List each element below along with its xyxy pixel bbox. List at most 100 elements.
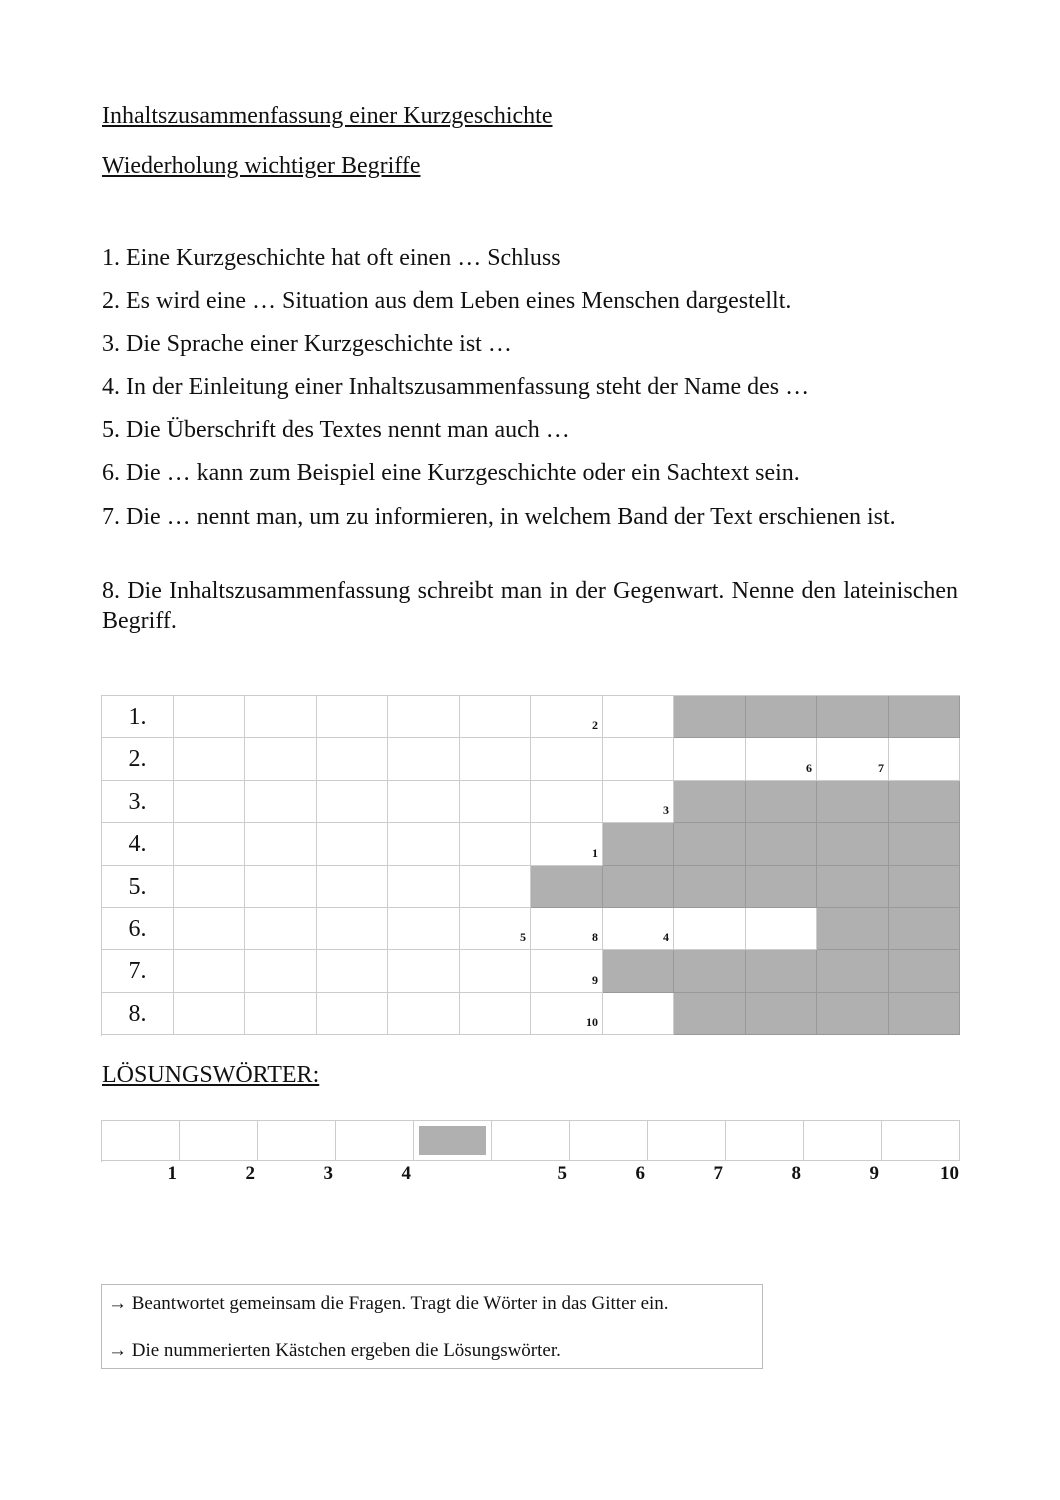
grid-cell-blocked[interactable] — [746, 950, 817, 993]
grid-cell-blocked[interactable] — [817, 823, 889, 866]
grid-row-label: 2. — [102, 738, 174, 781]
grid-cell[interactable] — [388, 780, 460, 824]
grid-cell[interactable] — [603, 992, 674, 1036]
solution-cell[interactable] — [492, 1121, 570, 1161]
grid-cell[interactable] — [174, 908, 245, 951]
grid-cell-blocked[interactable] — [674, 780, 746, 824]
solution-cell[interactable] — [648, 1121, 726, 1161]
grid-cell[interactable] — [174, 823, 245, 866]
solution-cell[interactable] — [882, 1121, 960, 1161]
grid-cell-blocked[interactable] — [531, 865, 603, 908]
grid-cell[interactable] — [531, 780, 603, 824]
solution-cell[interactable] — [258, 1121, 336, 1161]
solution-cell[interactable] — [180, 1121, 258, 1161]
grid-cell-blocked[interactable] — [817, 865, 889, 908]
grid-cell[interactable]: 2 — [531, 696, 603, 739]
grid-cell[interactable] — [388, 738, 460, 781]
grid-cell[interactable] — [317, 780, 388, 824]
grid-cell-blocked[interactable] — [889, 780, 960, 824]
grid-cell[interactable] — [174, 865, 245, 908]
grid-cell[interactable]: 5 — [460, 908, 531, 951]
grid-cell[interactable] — [460, 992, 531, 1036]
grid-cell[interactable] — [245, 823, 317, 866]
grid-cell[interactable] — [317, 738, 388, 781]
grid-cell[interactable] — [317, 865, 388, 908]
solution-cell[interactable] — [102, 1121, 180, 1161]
grid-cell[interactable]: 3 — [603, 780, 674, 824]
grid-cell[interactable] — [174, 738, 245, 781]
grid-cell[interactable]: 6 — [746, 738, 817, 781]
grid-cell[interactable] — [388, 696, 460, 739]
grid-cell-blocked[interactable] — [889, 908, 960, 951]
grid-cell[interactable] — [174, 992, 245, 1036]
grid-cell-blocked[interactable] — [746, 780, 817, 824]
grid-cell[interactable] — [603, 696, 674, 739]
grid-cell-blocked[interactable] — [746, 992, 817, 1036]
grid-cell[interactable] — [388, 865, 460, 908]
grid-cell-blocked[interactable] — [746, 823, 817, 866]
grid-cell-blocked[interactable] — [603, 823, 674, 866]
grid-cell[interactable]: 10 — [531, 992, 603, 1036]
grid-cell[interactable]: 9 — [531, 950, 603, 993]
grid-cell[interactable] — [245, 738, 317, 781]
grid-cell-blocked[interactable] — [817, 908, 889, 951]
grid-cell[interactable] — [245, 696, 317, 739]
grid-cell[interactable] — [245, 992, 317, 1036]
grid-cell[interactable] — [531, 738, 603, 781]
grid-cell[interactable] — [460, 823, 531, 866]
grid-cell-blocked[interactable] — [889, 696, 960, 739]
grid-cell[interactable] — [317, 950, 388, 993]
grid-cell[interactable] — [317, 908, 388, 951]
grid-cell[interactable] — [674, 738, 746, 781]
grid-cell[interactable] — [460, 780, 531, 824]
grid-cell[interactable] — [388, 992, 460, 1036]
grid-cell[interactable] — [388, 823, 460, 866]
grid-cell[interactable] — [174, 780, 245, 824]
grid-cell-blocked[interactable] — [889, 992, 960, 1036]
solution-cell[interactable] — [570, 1121, 648, 1161]
grid-cell[interactable] — [460, 738, 531, 781]
grid-cell-blocked[interactable] — [889, 823, 960, 866]
grid-cell[interactable] — [245, 908, 317, 951]
grid-cell[interactable] — [460, 865, 531, 908]
grid-cell[interactable] — [174, 950, 245, 993]
grid-cell[interactable] — [388, 908, 460, 951]
grid-cell-blocked[interactable] — [674, 865, 746, 908]
grid-cell[interactable] — [245, 950, 317, 993]
grid-cell[interactable] — [174, 696, 245, 739]
grid-cell-blocked[interactable] — [889, 865, 960, 908]
grid-cell-blocked[interactable] — [674, 696, 746, 739]
solution-cell[interactable] — [726, 1121, 804, 1161]
grid-cell-blocked[interactable] — [603, 950, 674, 993]
grid-cell[interactable] — [460, 950, 531, 993]
grid-cell[interactable]: 7 — [817, 738, 889, 781]
grid-cell[interactable]: 4 — [603, 908, 674, 951]
solution-cell[interactable] — [804, 1121, 882, 1161]
grid-cell-blocked[interactable] — [674, 992, 746, 1036]
grid-cell-blocked[interactable] — [817, 780, 889, 824]
grid-cell-blocked[interactable] — [674, 823, 746, 866]
grid-cell[interactable] — [746, 908, 817, 951]
grid-cell-blocked[interactable] — [817, 992, 889, 1036]
grid-cell[interactable] — [603, 738, 674, 781]
grid-cell[interactable] — [245, 780, 317, 824]
grid-cell-blocked[interactable] — [674, 950, 746, 993]
grid-cell-blocked[interactable] — [889, 950, 960, 993]
grid-cell[interactable] — [388, 950, 460, 993]
grid-cell[interactable] — [889, 738, 960, 781]
grid-cell-blocked[interactable] — [746, 696, 817, 739]
grid-cell[interactable] — [245, 865, 317, 908]
grid-cell-blocked[interactable] — [817, 950, 889, 993]
grid-cell[interactable] — [460, 696, 531, 739]
grid-cell[interactable] — [317, 696, 388, 739]
solution-cell[interactable] — [336, 1121, 414, 1161]
instruction-1: → Beantwortet gemeinsam die Fragen. Trag… — [108, 1293, 669, 1314]
grid-cell[interactable] — [674, 908, 746, 951]
grid-cell[interactable]: 1 — [531, 823, 603, 866]
grid-cell[interactable] — [317, 823, 388, 866]
grid-cell-blocked[interactable] — [746, 865, 817, 908]
grid-cell[interactable] — [317, 992, 388, 1036]
grid-cell[interactable]: 8 — [531, 908, 603, 951]
grid-cell-blocked[interactable] — [817, 696, 889, 739]
grid-cell-blocked[interactable] — [603, 865, 674, 908]
